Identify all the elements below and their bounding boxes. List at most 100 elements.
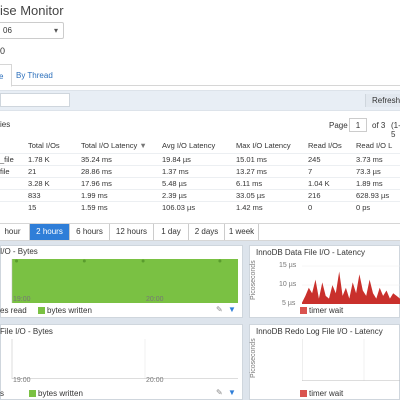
table-cell: 2.39 µs bbox=[162, 188, 236, 201]
toolbar bbox=[0, 90, 400, 111]
x-tick-label: 19:00 bbox=[13, 296, 31, 303]
tab-by-thread[interactable]: By Thread bbox=[16, 71, 53, 80]
table-cell: 17.96 ms bbox=[81, 176, 162, 189]
legend-item[interactable]: es read bbox=[0, 306, 27, 315]
io-bytes-chart bbox=[11, 259, 238, 303]
time-range-button[interactable]: hour bbox=[0, 224, 30, 240]
time-range-button[interactable]: 2 hours bbox=[30, 224, 70, 240]
page-input[interactable]: 1 bbox=[349, 118, 367, 132]
y-tick-label: 5 µs bbox=[282, 300, 296, 307]
column-header-name[interactable] bbox=[0, 139, 28, 153]
table-cell: 1.78 K bbox=[28, 152, 81, 165]
column-header-total-io-latency[interactable]: Total I/O Latency ▼ bbox=[81, 139, 162, 153]
export-icon[interactable]: ▼ bbox=[228, 388, 236, 397]
tab-by-file[interactable]: e bbox=[0, 64, 12, 87]
legend-item[interactable]: bytes written bbox=[29, 389, 83, 398]
legend-label: bytes written bbox=[38, 389, 83, 398]
table-cell: 833 bbox=[28, 188, 81, 201]
column-header-read-io-latency[interactable]: Read I/O L bbox=[356, 141, 393, 151]
table-cell: 1.04 K bbox=[308, 176, 356, 189]
column-header-label: Total I/O Latency bbox=[81, 141, 138, 151]
legend-item[interactable]: timer wait bbox=[300, 389, 343, 398]
redo-log-latency-chart bbox=[302, 339, 400, 381]
graph-title: InnoDB Data File I/O - Latency bbox=[256, 248, 365, 257]
timer-wait-area bbox=[302, 271, 400, 304]
legend-label: timer wait bbox=[309, 389, 344, 398]
table-row[interactable]: 3.28 K 17.96 ms 5.48 µs 6.11 ms 1.04 K 1.89 m… bbox=[0, 176, 400, 189]
legend-item[interactable]: bytes written bbox=[38, 306, 92, 315]
export-icon[interactable]: ▼ bbox=[228, 305, 236, 314]
legend-label: es read bbox=[0, 306, 27, 315]
x-tick-label: 19:00 bbox=[13, 377, 31, 384]
table-cell: 5.48 µs bbox=[162, 176, 236, 189]
sort-desc-icon: ▼ bbox=[139, 141, 147, 151]
legend-swatch bbox=[29, 390, 36, 397]
legend-swatch bbox=[300, 307, 307, 314]
table-cell: 0 bbox=[308, 200, 356, 213]
time-range-button[interactable]: 12 hours bbox=[110, 224, 154, 240]
search-input[interactable] bbox=[0, 93, 70, 107]
table-cell: 1.89 ms bbox=[356, 176, 400, 189]
data-point bbox=[15, 259, 19, 263]
edit-icon[interactable]: ✎ bbox=[216, 388, 223, 397]
refresh-button[interactable]: Refreshe bbox=[365, 94, 400, 107]
legend-item[interactable]: timer wait bbox=[300, 306, 343, 315]
y-tick-label: 10 µs bbox=[279, 281, 297, 288]
instance-select-value: 06 bbox=[3, 26, 12, 35]
time-range-button[interactable]: 6 hours bbox=[70, 224, 110, 240]
table-cell: 1.59 ms bbox=[81, 200, 162, 213]
y-tick-label: 15 µs bbox=[279, 262, 297, 269]
legend-label: timer wait bbox=[309, 306, 344, 315]
table-cell: 28.86 ms bbox=[81, 164, 162, 177]
edit-icon[interactable]: ✎ bbox=[216, 305, 223, 314]
table-cell: 15 bbox=[28, 200, 81, 213]
y-axis-label: Picoseconds bbox=[250, 338, 257, 378]
time-range-button[interactable]: 2 days bbox=[189, 224, 225, 240]
data-point bbox=[218, 259, 222, 263]
table-cell: 628.93 µs bbox=[356, 188, 400, 201]
legend-item[interactable]: s bbox=[0, 389, 4, 398]
graph-title: I/O - Bytes bbox=[0, 247, 38, 256]
y-axis-label: Picoseconds bbox=[250, 260, 257, 300]
data-point bbox=[141, 259, 145, 263]
table-cell: 245 bbox=[308, 152, 356, 165]
table-cell: 35.24 ms bbox=[81, 152, 162, 165]
table-cell: 15.01 ms bbox=[236, 152, 308, 165]
app-title: ise Monitor bbox=[0, 3, 64, 18]
table-row[interactable]: 15 1.59 ms 106.03 µs 1.42 ms 0 0 ps bbox=[0, 200, 400, 213]
time-range-button[interactable]: 1 week bbox=[225, 224, 259, 240]
cell-file-name bbox=[0, 176, 28, 189]
data-point bbox=[82, 259, 86, 263]
legend-swatch bbox=[38, 307, 45, 314]
legend-label: bytes written bbox=[47, 306, 92, 315]
table-cell: 6.11 ms bbox=[236, 176, 308, 189]
column-header-total-ios[interactable]: Total I/Os bbox=[28, 141, 60, 151]
chevron-down-icon: ▾ bbox=[53, 26, 58, 35]
cell-file-name bbox=[0, 188, 28, 201]
table-cell: 7 bbox=[308, 164, 356, 177]
table-row[interactable]: file 21 28.86 ms 1.37 ms 13.27 ms 7 73.3 µs bbox=[0, 164, 400, 177]
table-header-row: Total I/Os Total I/O Latency ▼ Avg I/O L… bbox=[0, 139, 400, 153]
cell-file-name: _file bbox=[0, 152, 28, 165]
pager-label: Page bbox=[329, 121, 348, 130]
instance-select[interactable]: 06 ▾ bbox=[0, 22, 64, 39]
pager-range: (1-5 bbox=[391, 121, 400, 139]
table-row[interactable]: 833 1.99 ms 2.39 µs 33.05 µs 216 628.93 µs bbox=[0, 188, 400, 201]
table-cell: 3.28 K bbox=[28, 176, 81, 189]
table-cell: 21 bbox=[28, 164, 81, 177]
column-header-avg-io-latency[interactable]: Avg I/O Latency bbox=[162, 141, 216, 151]
table-cell: 33.05 µs bbox=[236, 188, 308, 201]
file-io-bytes-chart bbox=[11, 339, 238, 379]
column-header-max-io-latency[interactable]: Max I/O Latency bbox=[236, 141, 291, 151]
table-cell: 73.3 µs bbox=[356, 164, 400, 177]
time-range-button[interactable]: 1 day bbox=[154, 224, 189, 240]
legend-label: s bbox=[0, 389, 4, 398]
table-cell: 0 ps bbox=[356, 200, 400, 213]
list-caption: ies bbox=[0, 120, 11, 129]
graph-panel-innodb-data-latency bbox=[249, 245, 400, 318]
column-header-read-ios[interactable]: Read I/Os bbox=[308, 141, 342, 151]
table-cell: 1.37 ms bbox=[162, 164, 236, 177]
cell-file-name bbox=[0, 200, 28, 213]
cell-file-name: file bbox=[0, 164, 28, 177]
table-row[interactable]: _file 1.78 K 35.24 ms 19.84 µs 15.01 ms 245 3.… bbox=[0, 152, 400, 165]
